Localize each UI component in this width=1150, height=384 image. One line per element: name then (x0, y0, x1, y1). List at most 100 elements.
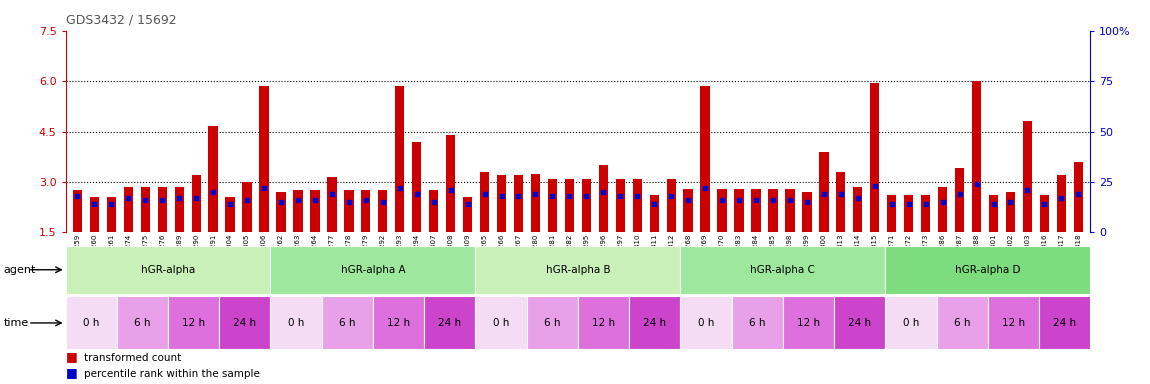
Bar (582, 179, 591, 232)
Bar (72, 190, 82, 232)
Text: 0 h: 0 h (903, 318, 919, 328)
Bar (429, 190, 438, 232)
Text: 6 h: 6 h (544, 318, 560, 328)
Bar (66, 296, 117, 349)
Bar (424, 296, 475, 349)
Bar (168, 296, 220, 349)
Bar (344, 190, 353, 232)
Text: hGR-alpha A: hGR-alpha A (340, 265, 405, 275)
Bar (938, 187, 948, 232)
Bar (887, 195, 896, 232)
Text: 12 h: 12 h (797, 318, 820, 328)
Bar (373, 296, 424, 349)
Bar (117, 296, 168, 349)
Bar (904, 195, 913, 232)
Text: hGR-alpha: hGR-alpha (141, 265, 196, 275)
Bar (480, 172, 489, 232)
Bar (270, 246, 475, 294)
Text: hGR-alpha B: hGR-alpha B (545, 265, 611, 275)
Bar (836, 172, 845, 232)
Bar (463, 197, 473, 232)
Text: 6 h: 6 h (135, 318, 151, 328)
Bar (936, 296, 988, 349)
Bar (650, 195, 659, 232)
Bar (768, 189, 777, 232)
Bar (819, 152, 828, 232)
Bar (396, 86, 405, 232)
Bar (1022, 121, 1032, 232)
Bar (175, 187, 184, 232)
Text: time: time (3, 318, 29, 328)
Bar (497, 175, 506, 232)
Text: 24 h: 24 h (438, 318, 461, 328)
Bar (700, 86, 710, 232)
Bar (1006, 192, 1015, 232)
Bar (475, 246, 681, 294)
Bar (140, 187, 150, 232)
Bar (954, 169, 964, 232)
Text: agent: agent (3, 265, 36, 275)
Bar (921, 195, 930, 232)
Bar (225, 197, 235, 232)
Bar (988, 296, 1038, 349)
Text: 24 h: 24 h (643, 318, 666, 328)
Bar (475, 296, 527, 349)
Text: percentile rank within the sample: percentile rank within the sample (84, 369, 260, 379)
Text: 12 h: 12 h (1002, 318, 1025, 328)
Text: 0 h: 0 h (83, 318, 99, 328)
Bar (751, 189, 760, 232)
Bar (632, 179, 642, 232)
Text: ■: ■ (66, 366, 77, 379)
Bar (66, 246, 270, 294)
Bar (718, 189, 727, 232)
Bar (378, 190, 388, 232)
Bar (208, 126, 217, 232)
Bar (514, 175, 523, 232)
Bar (783, 296, 834, 349)
Text: 6 h: 6 h (953, 318, 971, 328)
Text: GDS3432 / 15692: GDS3432 / 15692 (66, 13, 176, 26)
Bar (310, 190, 320, 232)
Bar (681, 246, 886, 294)
Bar (270, 296, 322, 349)
Text: 6 h: 6 h (749, 318, 766, 328)
Bar (989, 195, 998, 232)
Bar (547, 179, 557, 232)
Bar (243, 182, 252, 232)
Bar (681, 296, 731, 349)
Bar (886, 246, 1090, 294)
Bar (276, 192, 285, 232)
Text: 12 h: 12 h (592, 318, 615, 328)
Bar (735, 189, 744, 232)
Bar (629, 296, 681, 349)
Bar (1040, 195, 1049, 232)
Text: 12 h: 12 h (388, 318, 411, 328)
Bar (412, 142, 421, 232)
Bar (158, 187, 167, 232)
Bar (1038, 296, 1090, 349)
Text: hGR-alpha D: hGR-alpha D (954, 265, 1020, 275)
Bar (578, 296, 629, 349)
Bar (1074, 162, 1083, 232)
Bar (731, 296, 783, 349)
Bar (853, 187, 862, 232)
Text: 0 h: 0 h (288, 318, 305, 328)
Bar (220, 296, 270, 349)
Bar (322, 296, 373, 349)
Text: 12 h: 12 h (182, 318, 205, 328)
Bar (599, 165, 608, 232)
Bar (531, 174, 540, 232)
Bar (361, 190, 370, 232)
Bar (527, 296, 578, 349)
Bar (90, 197, 99, 232)
Bar (615, 179, 624, 232)
Bar (834, 296, 886, 349)
Bar (260, 86, 269, 232)
Text: 0 h: 0 h (698, 318, 714, 328)
Text: 24 h: 24 h (233, 318, 256, 328)
Text: 6 h: 6 h (339, 318, 355, 328)
Bar (565, 179, 574, 232)
Bar (972, 81, 981, 232)
Text: ■: ■ (66, 350, 77, 363)
Bar (667, 179, 676, 232)
